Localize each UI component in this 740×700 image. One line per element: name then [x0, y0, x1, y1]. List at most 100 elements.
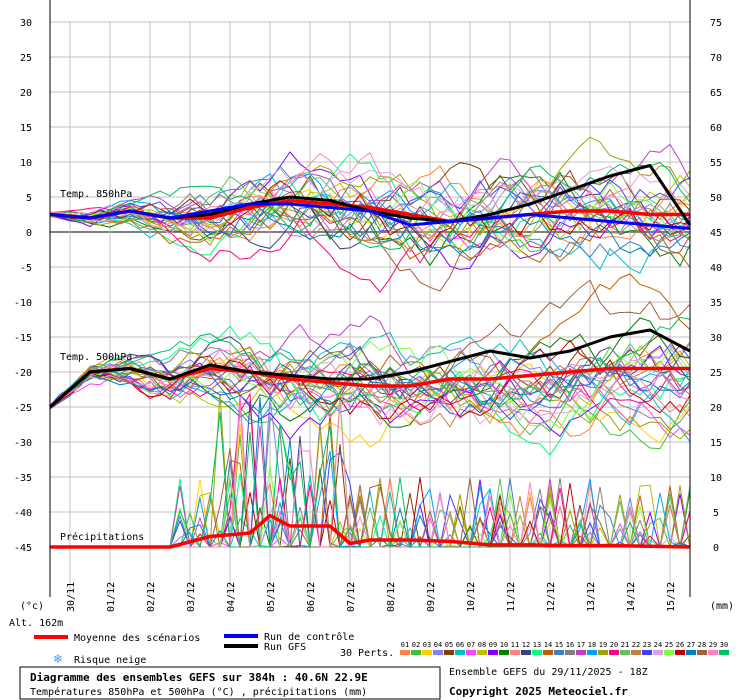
pert-number: 05 — [445, 641, 453, 649]
y-left-tick: -10 — [14, 298, 32, 309]
series-t850-0000ff — [49, 202, 691, 230]
y-left-tick: -15 — [14, 333, 32, 344]
pert-number: 04 — [434, 641, 442, 649]
y-left-tick: 25 — [20, 53, 32, 64]
ensemble-line-500 — [49, 340, 691, 430]
pert-number: 07 — [467, 641, 475, 649]
pert-number: 14 — [544, 641, 552, 649]
series-precip-ff0000 — [50, 513, 691, 549]
x-date-tick: 03/12 — [186, 582, 197, 612]
pert-swatch — [455, 650, 465, 655]
pert-number: 30 — [720, 641, 728, 649]
x-date-tick: 08/12 — [386, 582, 397, 612]
ensemble-line-850 — [49, 177, 691, 236]
ensemble-line-500 — [49, 350, 691, 440]
ensemble-line-precip — [50, 412, 690, 549]
pert-number: 13 — [533, 641, 541, 649]
y-right-tick: 70 — [710, 53, 722, 64]
pert-swatch — [510, 650, 520, 655]
pert-swatch — [521, 650, 531, 655]
x-date-tick: 14/12 — [626, 582, 637, 612]
pert-swatch — [444, 650, 454, 655]
pert-number: 25 — [665, 641, 673, 649]
pert-swatch — [664, 650, 674, 655]
footer-copyright: Copyright 2025 Meteociel.fr — [449, 685, 628, 698]
y-left-tick: 15 — [20, 123, 32, 134]
legend: Moyenne des scénarios Run de contrôle Ru… — [34, 631, 729, 666]
legend-gfs-label: Run GFS — [264, 642, 306, 653]
pert-swatch — [686, 650, 696, 655]
ensemble-line-500 — [49, 345, 691, 425]
footer-run: Ensemble GEFS du 29/11/2025 - 18Z — [449, 667, 648, 678]
pert-swatch — [565, 650, 575, 655]
y-left-tick: -20 — [14, 368, 32, 379]
axes: 302520151050-5-10-15-20-25-30-35-40-4575… — [14, 0, 722, 612]
x-date-tick: 10/12 — [466, 582, 477, 612]
y-left-tick: -30 — [14, 438, 32, 449]
pert-swatch — [697, 650, 707, 655]
snowflake-icon: ❄ — [53, 652, 63, 666]
legend-mean-label: Moyenne des scénarios — [74, 632, 200, 644]
pert-swatch — [653, 650, 663, 655]
y-left-tick: -25 — [14, 403, 32, 414]
pert-swatch — [422, 650, 432, 655]
x-date-tick: 09/12 — [426, 582, 437, 612]
footer-box — [19, 666, 441, 700]
pert-number: 01 — [401, 641, 409, 649]
ensemble-line-500 — [49, 354, 691, 428]
y-left-tick: -40 — [14, 508, 32, 519]
pert-number: 08 — [478, 641, 486, 649]
footer-subtitle: Températures 850hPa et 500hPa (°C) , pré… — [30, 686, 367, 698]
ensemble-line-850 — [49, 151, 691, 270]
pert-number: 28 — [698, 641, 706, 649]
pert-swatch — [708, 650, 718, 655]
ensemble-line-500 — [49, 273, 691, 409]
pert-swatch — [587, 650, 597, 655]
ensemble-line-precip — [50, 451, 690, 548]
legend-perts-label: 30 Perts. — [340, 648, 394, 659]
pert-swatch — [620, 650, 630, 655]
y-left-unit: (°c) — [20, 601, 44, 612]
pert-number: 12 — [522, 641, 530, 649]
pert-swatch — [576, 650, 586, 655]
ensemble-line-500 — [49, 331, 691, 442]
main-series — [48, 164, 692, 549]
y-left-tick: 20 — [20, 88, 32, 99]
pert-number: 03 — [423, 641, 431, 649]
x-date-tick: 05/12 — [266, 582, 277, 612]
pert-swatch — [400, 650, 410, 655]
pert-number: 06 — [456, 641, 464, 649]
pert-number: 24 — [654, 641, 662, 649]
pert-number: 11 — [511, 641, 519, 649]
x-date-tick: 04/12 — [226, 582, 237, 612]
y-right-unit: (mm) — [710, 601, 734, 612]
x-date-tick: 11/12 — [506, 582, 517, 612]
pert-swatch — [433, 650, 443, 655]
pert-swatch — [609, 650, 619, 655]
legend-snow-label: Risque neige — [74, 655, 146, 666]
pert-number: 27 — [687, 641, 695, 649]
ensemble-line-850 — [49, 175, 691, 292]
label-t500: Temp. 500hPa — [60, 352, 132, 363]
y-right-tick: 35 — [710, 298, 722, 309]
pert-number: 29 — [709, 641, 717, 649]
y-right-tick: 50 — [710, 193, 722, 204]
x-date-tick: 02/12 — [146, 582, 157, 612]
perturbation-swatches: 01 02 03 04 05 06 07 08 09 10 11 12 13 14 15 16 17 18 19 20… — [400, 641, 729, 655]
x-date-tick: 06/12 — [306, 582, 317, 612]
x-date-tick: 30/11 — [66, 582, 77, 612]
ensemble-line-500 — [49, 345, 691, 426]
pert-swatch — [719, 650, 729, 655]
ensemble-line-850 — [49, 173, 691, 245]
pert-swatch — [631, 650, 641, 655]
y-right-tick: 15 — [710, 438, 722, 449]
ensemble-line-500 — [49, 339, 691, 420]
pert-number: 20 — [610, 641, 618, 649]
ensemble-line-500 — [49, 359, 691, 410]
ensemble-line-precip — [50, 415, 691, 548]
ensemble-line-precip — [50, 413, 690, 548]
pert-number: 10 — [500, 641, 508, 649]
y-right-tick: 45 — [710, 228, 722, 239]
footer-title: Diagramme des ensembles GEFS sur 384h : … — [30, 671, 368, 684]
legend-control-label: Run de contrôle — [264, 631, 354, 643]
